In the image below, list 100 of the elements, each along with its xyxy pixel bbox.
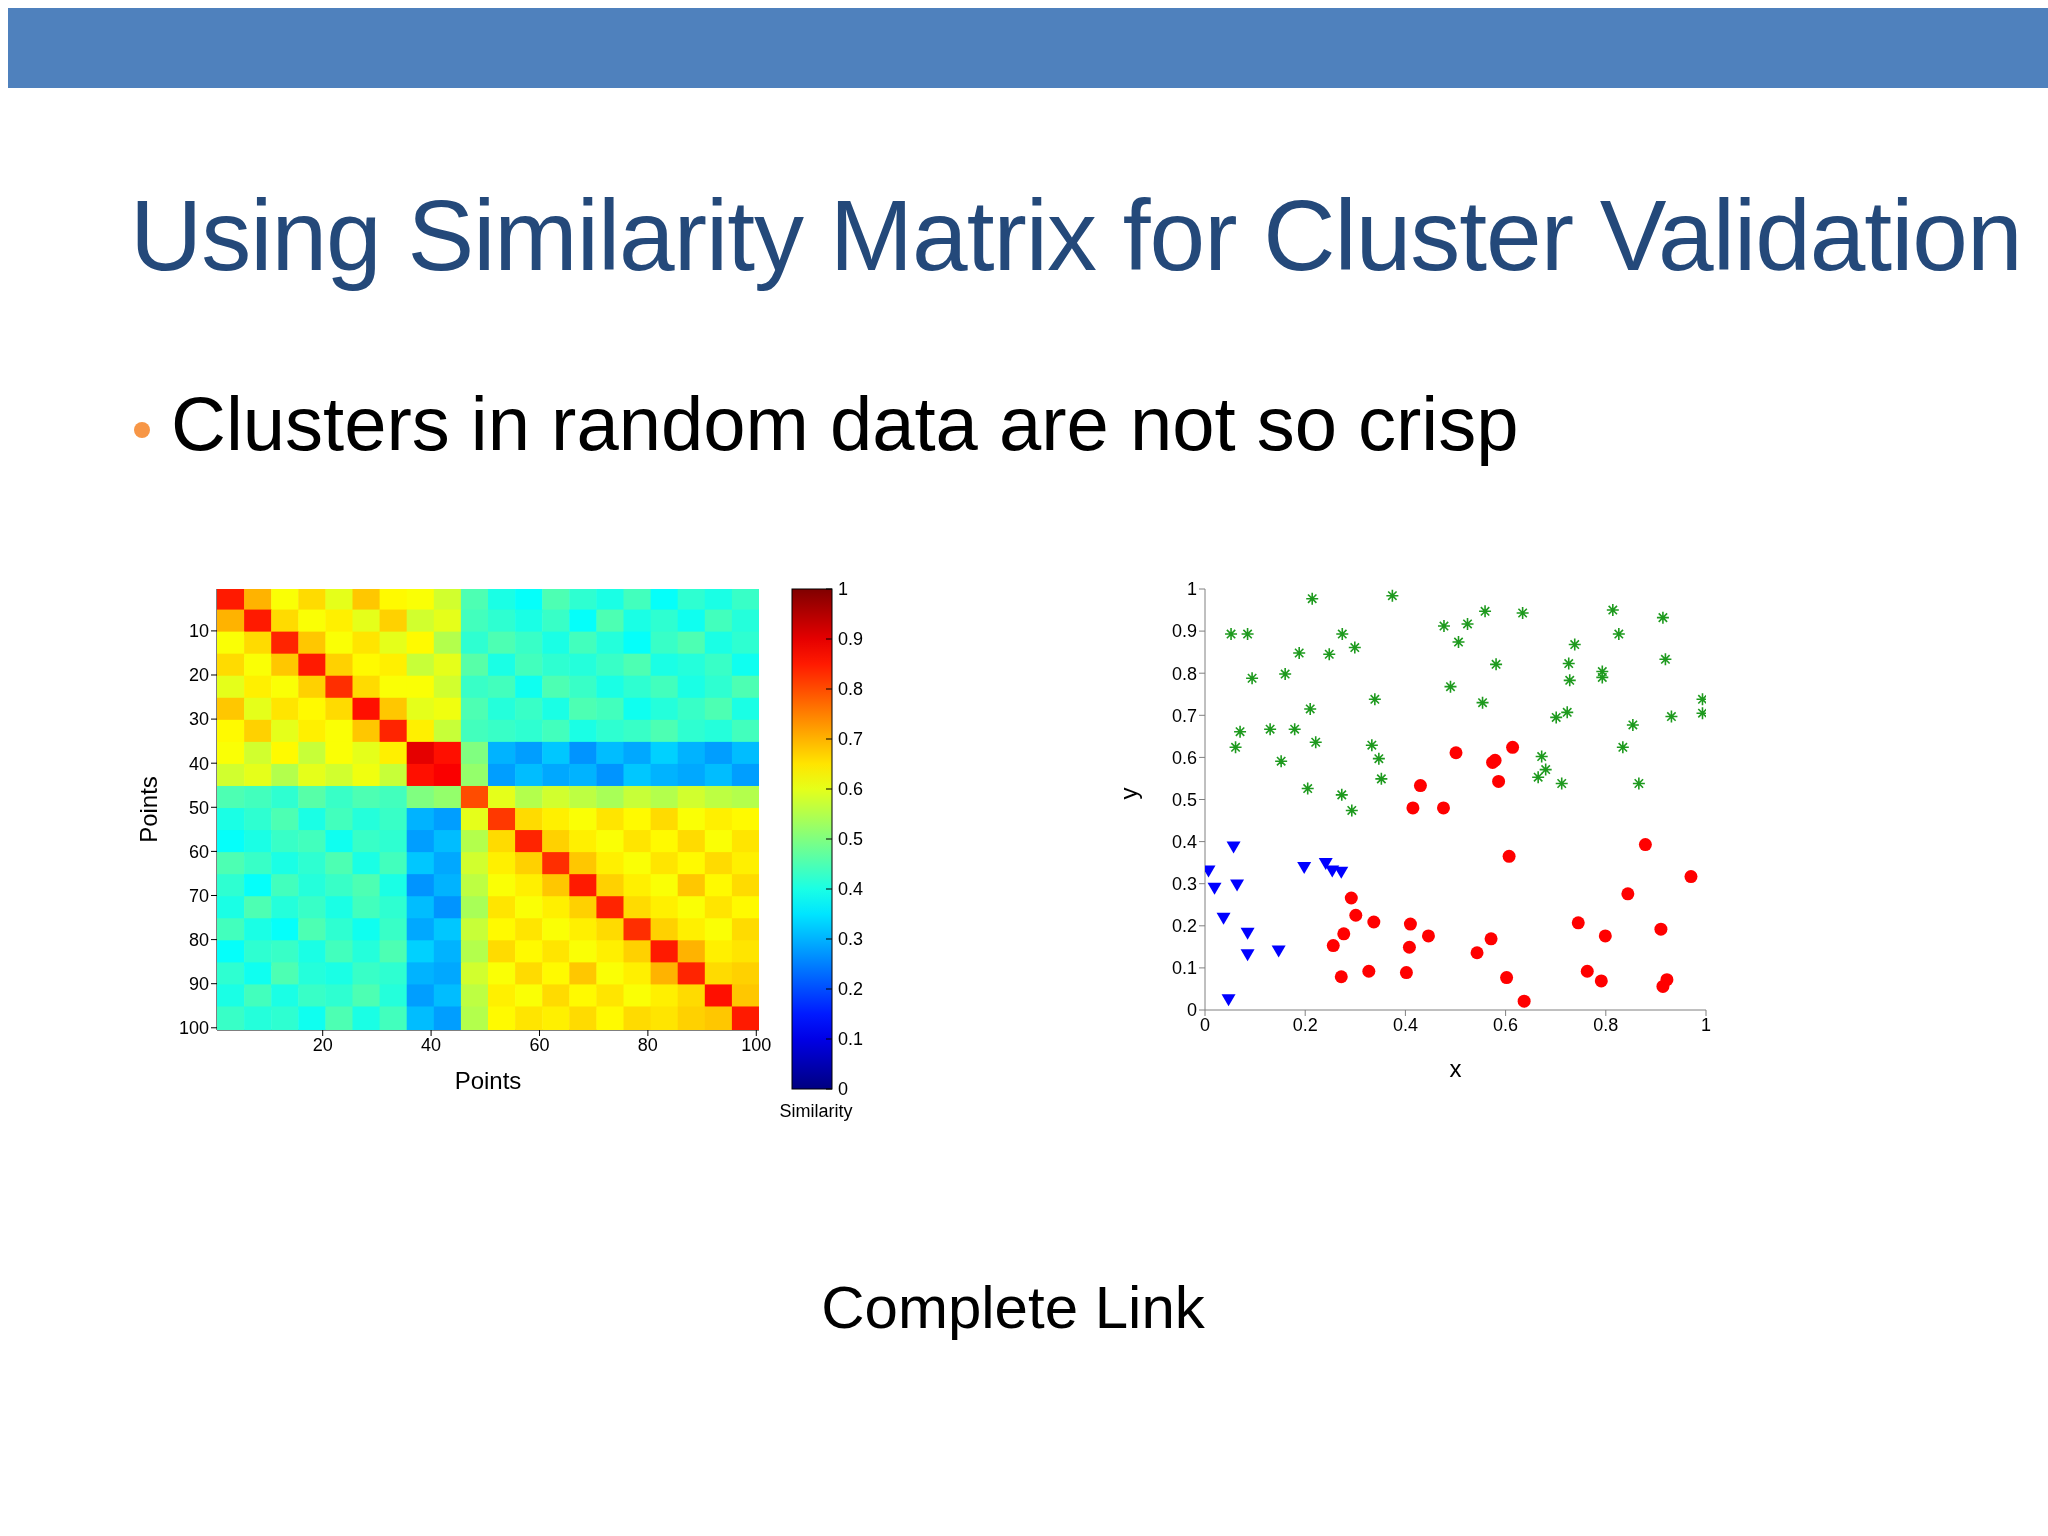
color-bar-title: Similarity — [779, 1101, 853, 1121]
point — [1287, 722, 1302, 736]
point — [1594, 974, 1608, 988]
point — [1344, 891, 1358, 905]
color-bar-label: 0.2 — [838, 979, 864, 999]
point — [1531, 770, 1545, 784]
y-tick-label: 40 — [188, 753, 209, 774]
point — [1449, 746, 1463, 760]
point — [1240, 927, 1255, 940]
x-tick-label: 40 — [421, 1034, 442, 1055]
point — [1492, 774, 1506, 788]
point — [1230, 879, 1245, 892]
point — [1385, 589, 1400, 603]
point — [1595, 670, 1610, 685]
point — [1226, 841, 1241, 854]
x-axis-title: Points — [454, 1067, 522, 1094]
x-tick-label: 1 — [1700, 1014, 1712, 1035]
color-bar-label: 0.7 — [838, 729, 864, 749]
y-tick-label: 0.2 — [1171, 916, 1197, 937]
point — [1515, 606, 1530, 620]
point — [1303, 702, 1318, 716]
x-tick-label: 20 — [312, 1034, 333, 1055]
point — [1228, 740, 1243, 755]
point — [1598, 929, 1612, 943]
point — [1374, 772, 1389, 786]
point — [1475, 695, 1490, 710]
point — [1278, 667, 1292, 681]
y-axis-title: Points — [134, 776, 162, 843]
color-bar-label: 0.1 — [838, 1029, 864, 1049]
color-bar-label: 0.4 — [838, 879, 864, 899]
y-tick-label: 0.6 — [1171, 747, 1197, 768]
point — [1300, 781, 1315, 796]
point — [1372, 751, 1386, 766]
point — [1334, 788, 1349, 802]
point — [1684, 870, 1698, 884]
point — [1406, 801, 1420, 815]
point — [1224, 627, 1238, 641]
point — [1292, 646, 1306, 660]
point — [1626, 718, 1640, 732]
y-tick-label: 0.1 — [1171, 958, 1197, 979]
color-bar-label: 0.3 — [838, 929, 864, 949]
text: Using Similarity Matrix for Cluster Validation — [130, 178, 2022, 293]
y-tick-label: 50 — [188, 797, 209, 818]
point — [1399, 966, 1413, 980]
point — [1216, 912, 1231, 925]
point — [1274, 754, 1288, 768]
point — [1567, 637, 1582, 652]
point — [1349, 908, 1363, 922]
point — [1489, 657, 1503, 672]
point — [1344, 803, 1359, 818]
color-bar-label: 0.9 — [838, 629, 864, 649]
point — [1571, 916, 1585, 930]
y-tick-label: 0.8 — [1171, 663, 1197, 684]
point — [1638, 838, 1652, 852]
point — [1233, 724, 1247, 739]
y-tick-label: 0.7 — [1171, 705, 1197, 726]
point — [1561, 656, 1576, 671]
point — [1318, 857, 1333, 870]
x-tick-label: 0.6 — [1493, 1014, 1519, 1035]
point — [1367, 915, 1381, 929]
point — [1534, 749, 1549, 764]
point — [1335, 627, 1350, 641]
color-bar-label: 1 — [838, 579, 849, 599]
point — [1616, 740, 1630, 755]
x-tick-label: 0.8 — [1593, 1014, 1619, 1035]
point — [1221, 994, 1236, 1007]
point — [1538, 762, 1553, 777]
y-tick-label: 70 — [188, 885, 209, 906]
point — [1337, 927, 1351, 941]
point — [1436, 801, 1450, 815]
point — [1470, 946, 1484, 960]
point — [1368, 692, 1382, 707]
point — [1325, 865, 1340, 878]
y-axis-title: y — [1114, 787, 1142, 800]
x-tick-label: 0.2 — [1292, 1014, 1318, 1035]
x-tick-label: 0 — [1199, 1014, 1211, 1035]
point — [1632, 776, 1646, 791]
point — [1478, 604, 1492, 619]
point — [1484, 932, 1498, 946]
point — [1308, 735, 1323, 750]
point — [1326, 939, 1340, 953]
point — [1502, 849, 1516, 863]
point — [1240, 627, 1255, 641]
point — [1245, 671, 1259, 686]
point — [1658, 652, 1673, 667]
point — [1207, 882, 1222, 895]
x-axis-title: x — [1449, 1055, 1462, 1082]
y-tick-label: 0.5 — [1171, 789, 1197, 810]
point — [1517, 994, 1531, 1008]
point — [1334, 866, 1349, 879]
y-tick-label: 90 — [188, 974, 209, 995]
x-tick-label: 80 — [637, 1034, 658, 1055]
point — [1500, 971, 1514, 985]
point — [1443, 679, 1458, 694]
text: Complete Link — [820, 1273, 1206, 1342]
point — [1621, 887, 1635, 901]
point — [1421, 929, 1435, 943]
point — [1402, 940, 1416, 954]
point — [1595, 664, 1610, 679]
y-tick-label: 10 — [188, 621, 209, 642]
